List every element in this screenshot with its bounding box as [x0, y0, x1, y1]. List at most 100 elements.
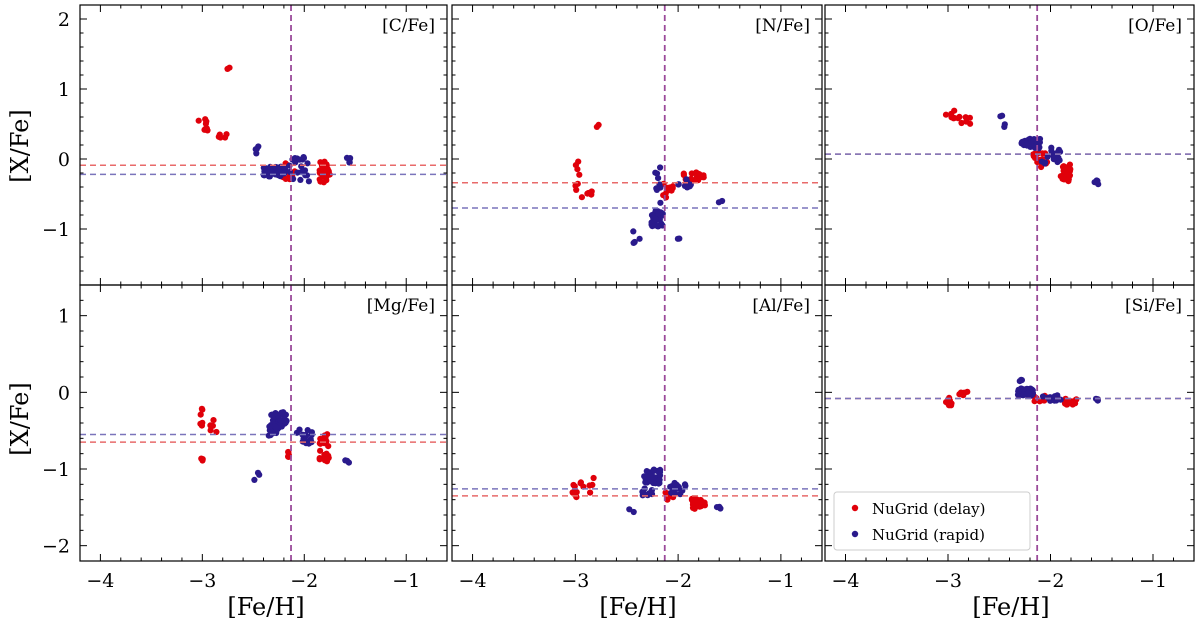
point-rapid: [683, 176, 690, 183]
point-rapid: [252, 146, 259, 153]
point-delay: [201, 126, 208, 133]
point-rapid: [272, 170, 279, 177]
point-rapid: [1001, 121, 1008, 128]
point-rapid: [716, 503, 723, 510]
point-delay: [1064, 398, 1071, 405]
panel-label: [Si/Fe]: [1125, 296, 1182, 316]
point-rapid: [296, 156, 303, 163]
x-tick-label: −3: [934, 570, 962, 592]
point-rapid: [1044, 153, 1051, 160]
point-delay: [213, 428, 220, 436]
point-delay: [577, 480, 584, 487]
point-rapid: [297, 176, 304, 183]
point-rapid: [261, 168, 268, 175]
point-delay: [317, 447, 324, 454]
point-delay: [574, 180, 581, 187]
point-rapid: [657, 209, 664, 216]
point-delay: [662, 194, 670, 201]
point-rapid: [346, 159, 353, 166]
panel-label: [Al/Fe]: [752, 296, 810, 316]
panels: −1 0 1 2 [C/Fe] [N/Fe] [O/Fe] −4 −3 −2 −1 −2 −1 0 1 [Mg…: [42, 4, 1195, 592]
point-rapid: [269, 430, 276, 437]
point-delay: [1039, 150, 1046, 157]
point-delay: [323, 162, 330, 169]
point-delay: [326, 171, 333, 178]
point-rapid: [1023, 141, 1030, 148]
point-rapid: [1015, 388, 1022, 395]
point-delay: [195, 117, 202, 124]
panel-label: [C/Fe]: [382, 16, 435, 36]
point-delay: [199, 406, 206, 413]
legend-box: [833, 491, 1031, 551]
panel-nfe: [N/Fe]: [451, 4, 823, 286]
point-rapid: [302, 172, 309, 179]
point-rapid: [671, 479, 678, 487]
point-delay: [325, 443, 332, 450]
point-rapid: [1016, 378, 1023, 385]
point-rapid: [1018, 139, 1025, 146]
point-rapid: [296, 426, 303, 433]
point-delay: [958, 119, 965, 127]
point-delay: [573, 186, 580, 193]
point-delay: [688, 170, 695, 177]
point-rapid: [650, 467, 657, 474]
legend-label-rapid: NuGrid (rapid): [872, 526, 985, 544]
legend-marker-rapid: [851, 530, 859, 538]
point-delay: [693, 496, 701, 503]
point-rapid: [278, 409, 285, 416]
point-rapid: [648, 487, 656, 494]
y-axis-label-top: [X/Fe]: [6, 109, 34, 182]
axes-frame: [451, 284, 823, 562]
point-rapid: [254, 469, 262, 476]
point-rapid: [656, 468, 663, 475]
point-rapid: [1020, 391, 1027, 398]
y-tick-label: 0: [58, 382, 70, 404]
point-delay: [693, 175, 700, 182]
point-delay: [217, 134, 224, 141]
y-axis-label-bottom: [X/Fe]: [6, 382, 34, 455]
point-delay: [669, 183, 676, 190]
x-tick-label: −1: [392, 570, 420, 592]
point-rapid: [682, 482, 689, 489]
x-tick-label: −4: [831, 570, 859, 592]
point-rapid: [655, 175, 662, 182]
point-rapid: [657, 199, 664, 206]
point-delay: [210, 417, 217, 424]
point-delay: [954, 115, 962, 122]
point-delay: [960, 392, 967, 399]
axes-frame: [79, 284, 448, 562]
point-delay: [1057, 173, 1064, 180]
panel-sife: −4 −3 −2 −1 [Si/Fe]: [824, 284, 1195, 592]
y-tick-label: 1: [58, 79, 70, 101]
point-rapid: [282, 419, 289, 426]
point-delay: [942, 111, 950, 118]
point-rapid: [657, 164, 664, 171]
point-delay: [197, 411, 204, 418]
point-delay: [571, 483, 578, 490]
point-delay: [569, 489, 576, 496]
y-tick-label: −1: [42, 459, 70, 481]
point-rapid: [1030, 137, 1038, 144]
legend-label-delay: NuGrid (delay): [872, 500, 986, 518]
point-rapid: [630, 228, 637, 235]
axes-frame: [79, 4, 448, 286]
point-rapid: [630, 508, 637, 516]
point-delay: [966, 114, 974, 121]
point-delay: [588, 188, 595, 195]
point-rapid: [1053, 153, 1060, 161]
point-rapid: [652, 215, 659, 223]
panel-label: [N/Fe]: [755, 16, 810, 36]
point-rapid: [251, 476, 258, 483]
point-delay: [951, 107, 958, 114]
x-axis-label-3: [Fe/H]: [972, 593, 1049, 621]
point-rapid: [636, 235, 643, 242]
point-rapid: [652, 169, 659, 176]
axes-frame: [824, 4, 1195, 286]
point-rapid: [653, 185, 660, 192]
x-tick-label: −3: [561, 570, 589, 592]
point-rapid: [675, 485, 682, 492]
y-tick-label: −2: [42, 536, 70, 558]
point-delay: [323, 450, 330, 457]
point-delay: [224, 65, 231, 72]
y-tick-label: −1: [42, 219, 70, 241]
